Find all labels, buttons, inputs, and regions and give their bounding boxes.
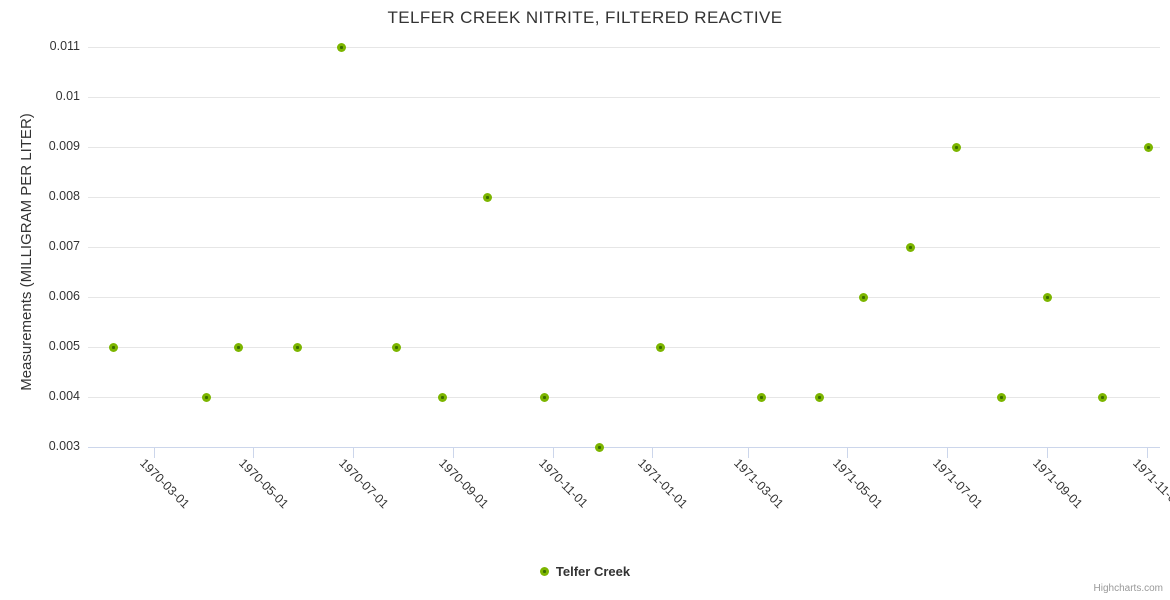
grid-line	[88, 147, 1160, 148]
x-axis-label: 1970-09-01	[436, 456, 492, 512]
x-axis-tick	[748, 448, 750, 458]
x-axis-tick	[1047, 448, 1049, 458]
x-axis-label: 1970-05-01	[236, 456, 292, 512]
y-axis-label: 0.005	[48, 339, 80, 353]
y-axis-label: 0.011	[49, 39, 80, 53]
x-axis-tick	[847, 448, 849, 458]
data-point[interactable]	[201, 392, 211, 402]
y-axis-label: 0.006	[48, 289, 80, 303]
x-axis-tick	[453, 448, 455, 458]
data-point[interactable]	[1143, 142, 1153, 152]
x-axis-label: 1971-09-01	[1030, 456, 1086, 512]
grid-line	[88, 97, 1160, 98]
x-axis-label: 1971-11-01	[1129, 456, 1170, 511]
data-point[interactable]	[1042, 292, 1052, 302]
grid-line	[88, 197, 1160, 198]
data-point[interactable]	[292, 342, 302, 352]
data-point[interactable]	[815, 392, 825, 402]
x-axis-label: 1971-01-01	[635, 456, 691, 512]
legend-item-telfer-creek[interactable]: Telfer Creek	[539, 563, 631, 579]
legend-label: Telfer Creek	[555, 563, 631, 579]
y-axis-label: 0.009	[48, 139, 80, 153]
data-point[interactable]	[234, 342, 244, 352]
data-point[interactable]	[595, 442, 605, 452]
data-point[interactable]	[391, 342, 401, 352]
x-axis-label: 1971-03-01	[731, 456, 787, 512]
grid-line	[88, 347, 1160, 348]
grid-line	[88, 247, 1160, 248]
data-point[interactable]	[1098, 392, 1108, 402]
data-point[interactable]	[906, 242, 916, 252]
x-axis-label: 1971-07-01	[929, 456, 985, 512]
y-axis-label: 0.004	[48, 389, 80, 403]
x-axis-label: 1970-11-01	[535, 456, 591, 511]
legend-marker-icon	[539, 566, 549, 576]
x-axis-tick	[946, 448, 948, 458]
data-point[interactable]	[108, 342, 118, 352]
data-point[interactable]	[756, 392, 766, 402]
grid-line	[88, 297, 1160, 298]
grid-line	[88, 397, 1160, 398]
data-point[interactable]	[437, 392, 447, 402]
x-axis-tick	[253, 448, 255, 458]
data-point[interactable]	[997, 392, 1007, 402]
x-axis-tick	[1146, 448, 1148, 458]
data-point[interactable]	[483, 192, 493, 202]
chart-title: TELFER CREEK NITRITE, FILTERED REACTIVE	[387, 8, 783, 27]
x-axis-tick	[652, 448, 653, 458]
data-point[interactable]	[540, 392, 550, 402]
data-point[interactable]	[859, 292, 869, 302]
legend: Telfer Creek	[0, 562, 1170, 580]
x-axis-label: 1970-07-01	[335, 456, 391, 512]
credits-link[interactable]: Highcharts.com	[1093, 583, 1163, 594]
data-point[interactable]	[951, 142, 961, 152]
x-axis-tick	[352, 448, 354, 458]
x-axis-tick	[154, 448, 155, 458]
y-axis-label: 0.003	[48, 439, 80, 453]
x-axis-tick	[552, 448, 554, 458]
data-point[interactable]	[655, 342, 665, 352]
grid-line	[88, 47, 1160, 48]
y-axis-label: 0.007	[48, 239, 80, 253]
y-axis-label: 0.008	[48, 189, 80, 203]
x-axis-label: 1970-03-01	[137, 456, 193, 512]
data-point[interactable]	[336, 42, 346, 52]
y-axis-label: 0.01	[55, 89, 80, 103]
x-axis-line	[88, 447, 1160, 448]
x-axis-label: 1971-05-01	[830, 456, 886, 512]
